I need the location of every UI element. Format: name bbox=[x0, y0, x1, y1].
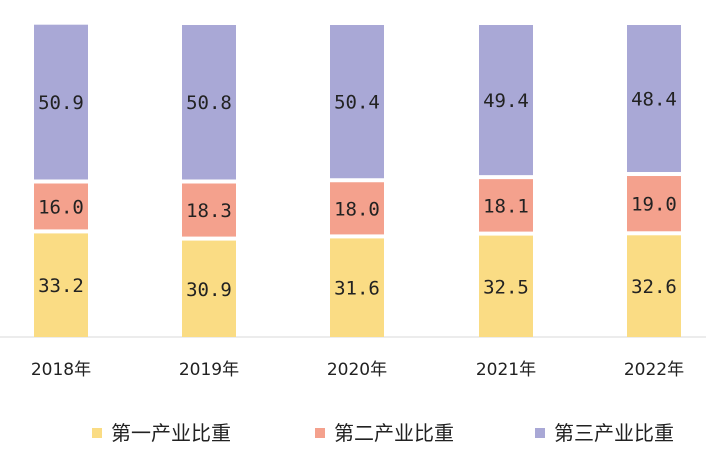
legend-swatch-1 bbox=[92, 428, 102, 438]
data-label-3-1: 50.9 bbox=[38, 92, 84, 114]
bar-segment-1-3 bbox=[330, 238, 384, 337]
data-label-3-4: 49.4 bbox=[483, 90, 529, 112]
x-tick-label: 2018年 bbox=[31, 360, 91, 380]
data-label-1-4: 32.5 bbox=[483, 276, 529, 298]
data-label-2-3: 18.0 bbox=[334, 198, 380, 220]
data-label-1-1: 33.2 bbox=[38, 275, 84, 297]
bar-segment-2-1 bbox=[34, 183, 88, 230]
data-label-2-5: 19.0 bbox=[631, 194, 677, 216]
bar-segment-1-4 bbox=[479, 235, 533, 337]
data-label-1-3: 31.6 bbox=[334, 278, 380, 300]
x-tick-label: 2022年 bbox=[624, 360, 684, 380]
bar-segment-3-1 bbox=[34, 24, 88, 180]
bar-segment-3-4 bbox=[479, 25, 533, 176]
bar-segment-2-5 bbox=[627, 176, 681, 232]
data-label-3-3: 50.4 bbox=[334, 92, 380, 114]
data-label-1-2: 30.9 bbox=[186, 279, 232, 301]
bar-segment-3-3 bbox=[330, 25, 384, 179]
data-label-2-1: 16.0 bbox=[38, 196, 84, 218]
legend-label-3: 第三产业比重 bbox=[554, 421, 674, 445]
legend-swatch-3 bbox=[535, 428, 545, 438]
data-label-3-5: 48.4 bbox=[631, 89, 677, 111]
legend-label-2: 第二产业比重 bbox=[334, 421, 454, 445]
bar-segment-3-2 bbox=[182, 25, 236, 180]
legend-label-1: 第一产业比重 bbox=[111, 421, 231, 445]
x-tick-label: 2019年 bbox=[179, 360, 239, 380]
bar-segment-2-4 bbox=[479, 179, 533, 232]
bar-segment-3-5 bbox=[627, 25, 681, 173]
bar-segment-1-5 bbox=[627, 235, 681, 337]
bar-segment-1-1 bbox=[34, 233, 88, 337]
data-label-3-2: 50.8 bbox=[186, 92, 232, 114]
bar-segment-2-2 bbox=[182, 183, 236, 237]
bars-group: 33.2 16.0 50.9 30.9 18.3 50.8 31.6 18.0 50.4 32.5… bbox=[34, 24, 681, 337]
bar-segment-2-3 bbox=[330, 182, 384, 235]
data-label-2-4: 18.1 bbox=[483, 195, 529, 217]
x-tick-label: 2020年 bbox=[327, 360, 387, 380]
legend: 第一产业比重 第二产业比重 第三产业比重 bbox=[92, 421, 674, 445]
category-labels-group: 2018年 2019年 2020年 2021年 2022年 bbox=[31, 360, 684, 380]
data-label-2-2: 18.3 bbox=[186, 200, 232, 222]
bar-segment-1-2 bbox=[182, 240, 236, 337]
legend-swatch-2 bbox=[315, 428, 325, 438]
data-label-1-5: 32.6 bbox=[631, 276, 677, 298]
x-tick-label: 2021年 bbox=[476, 360, 536, 380]
